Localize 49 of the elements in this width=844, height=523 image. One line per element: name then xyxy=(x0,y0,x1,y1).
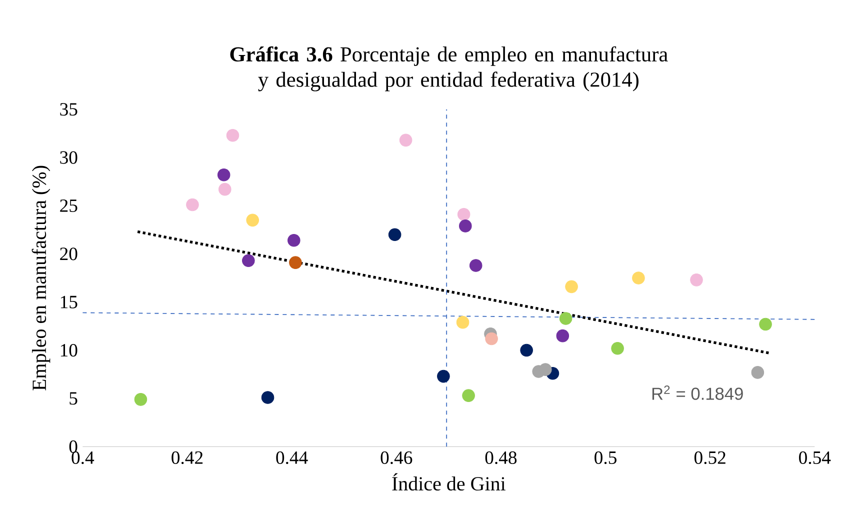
point xyxy=(437,370,450,383)
point xyxy=(611,342,624,355)
point xyxy=(462,389,475,402)
point xyxy=(485,332,498,346)
point xyxy=(134,393,148,406)
point xyxy=(186,198,199,212)
point xyxy=(399,134,412,147)
point xyxy=(751,366,764,380)
point xyxy=(457,208,470,221)
point xyxy=(556,330,570,342)
annotation: R$^{2}$ = 0.1849 xyxy=(652,386,743,400)
y-tick-label: 5 xyxy=(70,392,78,405)
x-tick-label: 0.54 xyxy=(799,452,831,464)
point xyxy=(289,256,302,270)
point xyxy=(288,234,300,247)
point xyxy=(458,220,472,233)
x-tick-label: 0.42 xyxy=(172,452,203,464)
point xyxy=(520,344,533,357)
point xyxy=(226,129,240,142)
point xyxy=(538,363,552,376)
point xyxy=(559,312,572,326)
x-tick-label: 0.46 xyxy=(380,452,412,464)
x-axis-title: Índice de Gini xyxy=(392,473,506,491)
x-tick-label: 0.44 xyxy=(276,452,308,464)
x-tick-label: 0.5 xyxy=(594,452,616,464)
x-tick-label: 0.4 xyxy=(72,452,94,464)
y-tick-label: 20 xyxy=(60,248,78,260)
x-tick-label: 0.48 xyxy=(485,452,517,464)
y-tick-label: 35 xyxy=(60,103,78,116)
point xyxy=(217,168,230,182)
point xyxy=(632,272,645,285)
y-tick-label: 30 xyxy=(60,151,78,164)
y-axis-title: Empleo en manufactura (%) xyxy=(32,166,50,391)
point xyxy=(218,183,232,196)
point xyxy=(759,318,772,331)
point xyxy=(388,228,402,242)
point xyxy=(261,391,274,404)
x-tick-label: 0.52 xyxy=(694,452,726,464)
point xyxy=(242,254,255,268)
point xyxy=(456,316,470,329)
point xyxy=(690,274,703,286)
point xyxy=(469,259,482,272)
chart-title: Gráfica 3.6 Porcentaje de empleo en manufactura y desigualdad por entidad federativa (2014) xyxy=(230,46,668,92)
point xyxy=(246,214,260,227)
y-tick-label: 0 xyxy=(69,440,78,454)
y-tick-label: 10 xyxy=(60,344,78,357)
y-tick-label: 15 xyxy=(60,296,78,309)
point xyxy=(565,280,578,294)
y-tick-label: 25 xyxy=(60,200,78,212)
